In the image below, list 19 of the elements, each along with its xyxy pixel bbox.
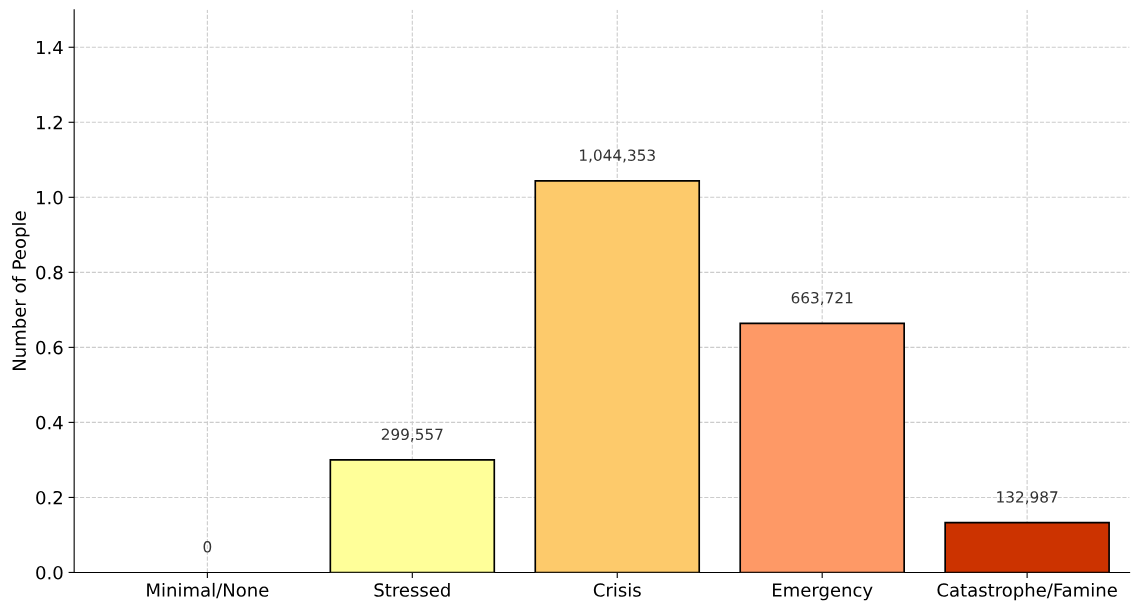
y-tick-label: 0.4 [36,415,63,430]
x-tick-label: Catastrophe/Famine [937,582,1117,601]
annotation: 299,557 [381,428,443,442]
annotation: 0 [203,541,212,553]
y-tick-label: 0.0 [36,565,63,580]
annotation: 663,721 [791,291,853,306]
x-tick-label: Crisis [593,582,641,597]
y-axis-title: Number of People [12,211,30,371]
y-tick-label: 0.6 [36,340,63,355]
x-tick-label: Emergency [773,583,873,601]
y-tick-label: 0.8 [36,265,63,280]
y-tick-label: 1.0 [37,190,63,205]
x-tick-label: Stressed [374,582,450,597]
y-tick-label: 0.2 [36,490,62,505]
annotation: 1,044,353 [580,149,655,163]
x-tick-label: Minimal/None [147,582,269,599]
annotation: 132,987 [997,491,1058,505]
y-tick-label: 1.4 [37,40,63,55]
y-tick-label: 1.2 [37,115,62,130]
